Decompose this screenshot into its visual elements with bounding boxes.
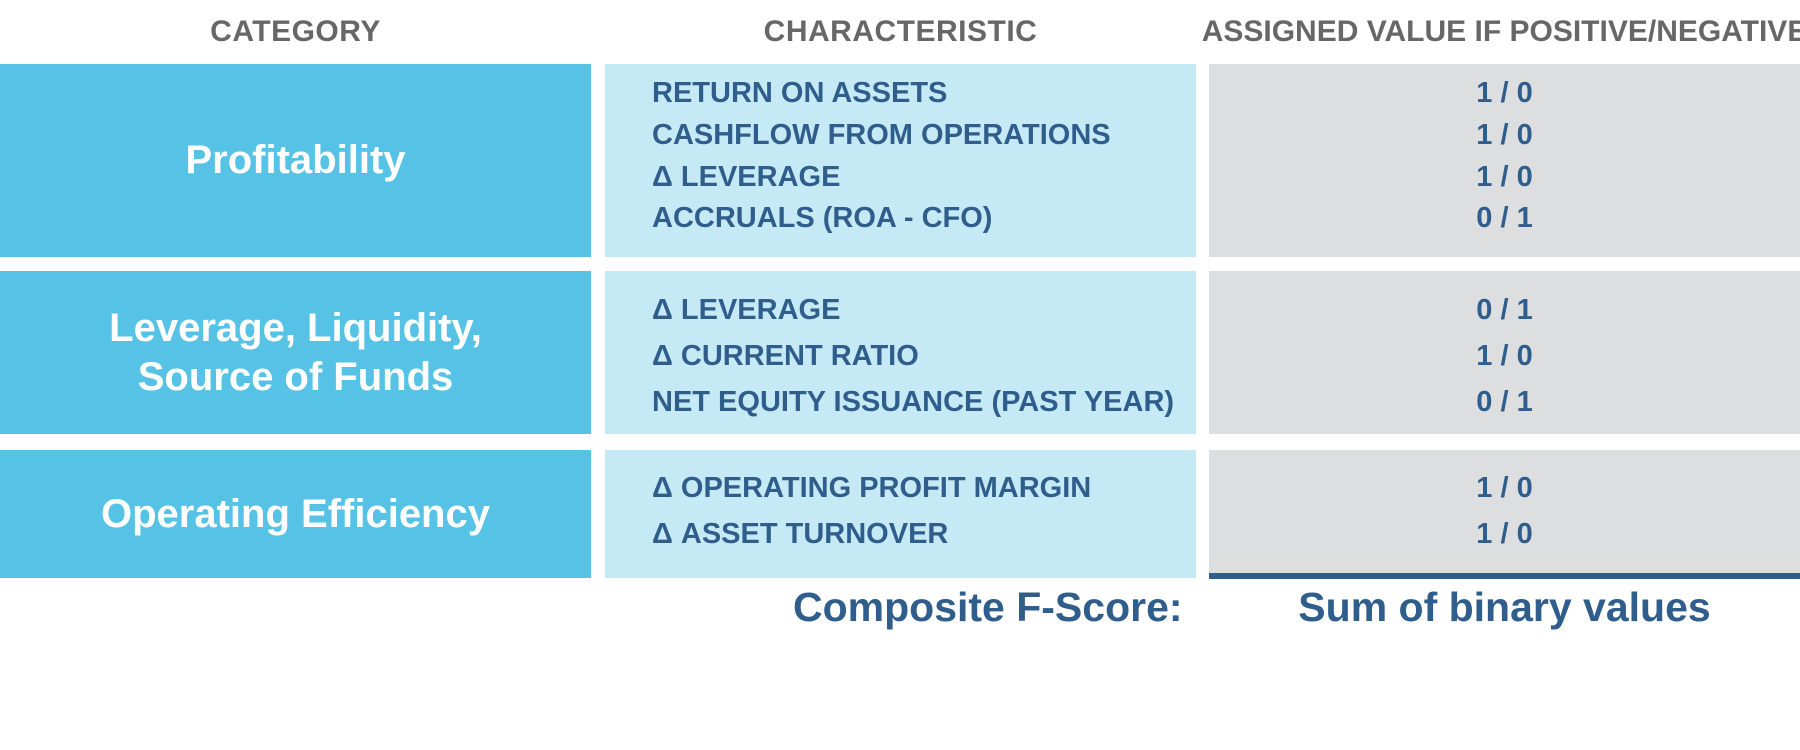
values-leverage-liquidity: 0 / 1 1 / 0 0 / 1 <box>1209 271 1800 434</box>
header-category: CATEGORY <box>210 15 381 48</box>
category-label: Leverage, Liquidity, <box>109 305 482 350</box>
header-characteristic: CHARACTERISTIC <box>763 15 1038 48</box>
header-assigned-value: ASSIGNED VALUE IF POSITIVE/NEGATIVE <box>1201 15 1800 48</box>
value-item: 0 / 1 <box>1476 386 1533 418</box>
value-item: 1 / 0 <box>1476 340 1533 372</box>
characteristics-profitability: RETURN ON ASSETS CASHFLOW FROM OPERATION… <box>605 64 1196 257</box>
category-label: Profitability <box>185 138 406 182</box>
value-item: 1 / 0 <box>1476 472 1533 504</box>
value-item: 0 / 1 <box>1476 202 1533 234</box>
category-label: Operating Efficiency <box>101 491 490 536</box>
value-item: 1 / 0 <box>1476 119 1533 151</box>
composite-label: Composite F-Score: <box>793 584 1183 630</box>
characteristic-item: Δ LEVERAGE <box>652 294 841 326</box>
characteristic-item: Δ CURRENT RATIO <box>652 340 919 372</box>
value-item: 1 / 0 <box>1476 518 1533 550</box>
value-item: 1 / 0 <box>1476 77 1533 109</box>
values-profitability: 1 / 0 1 / 0 1 / 0 0 / 1 <box>1209 64 1800 257</box>
characteristics-operating-efficiency: Δ OPERATING PROFIT MARGIN Δ ASSET TURNOV… <box>605 450 1196 578</box>
sum-rule <box>1209 573 1800 579</box>
values-operating-efficiency: 1 / 0 1 / 0 <box>1209 450 1800 573</box>
characteristics-leverage-liquidity: Δ LEVERAGE Δ CURRENT RATIO NET EQUITY IS… <box>605 271 1196 434</box>
characteristic-item: Δ OPERATING PROFIT MARGIN <box>652 472 1092 504</box>
value-item: 1 / 0 <box>1476 161 1533 193</box>
category-operating-efficiency: Operating Efficiency <box>0 450 591 578</box>
value-item: 0 / 1 <box>1476 294 1533 326</box>
characteristic-item: Δ LEVERAGE <box>652 161 841 193</box>
category-leverage-liquidity: Leverage, Liquidity, Source of Funds <box>0 271 591 434</box>
category-label: Source of Funds <box>137 354 454 399</box>
characteristic-item: CASHFLOW FROM OPERATIONS <box>652 119 1111 151</box>
characteristic-item: NET EQUITY ISSUANCE (PAST YEAR) <box>652 386 1175 418</box>
composite-value: Sum of binary values <box>1298 584 1711 630</box>
category-profitability: Profitability <box>0 64 591 257</box>
characteristic-item: ACCRUALS (ROA - CFO) <box>652 202 993 234</box>
characteristic-item: Δ ASSET TURNOVER <box>652 518 949 550</box>
characteristic-item: RETURN ON ASSETS <box>652 77 948 109</box>
